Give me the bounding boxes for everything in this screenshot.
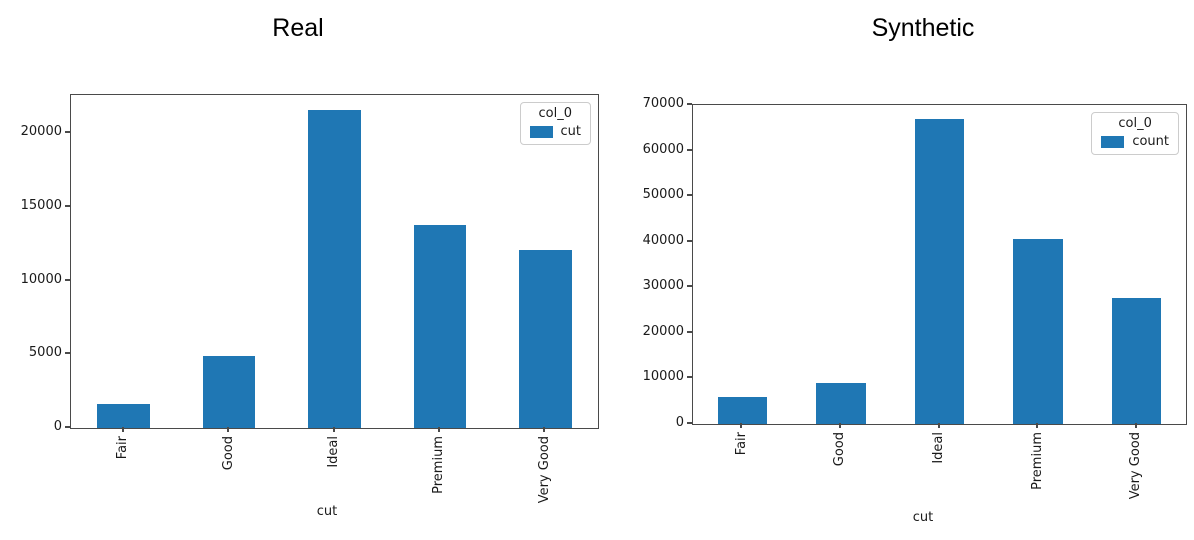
- y-tick-label: 70000: [642, 96, 684, 111]
- y-tick-label: 10000: [642, 369, 684, 385]
- bar-very-good: [1112, 297, 1162, 424]
- y-tick-mark: [687, 103, 692, 105]
- plot-area-real: col_0 cut: [70, 94, 599, 429]
- bar-premium: [1013, 239, 1063, 424]
- legend-entry: cut: [529, 124, 581, 139]
- y-tick-mark: [687, 148, 692, 151]
- y-tick-mark: [65, 278, 70, 281]
- bar-good: [202, 355, 256, 428]
- legend-label: count: [1132, 134, 1169, 149]
- chart-title-synthetic: Synthetic: [871, 14, 975, 42]
- bar-very-good: [518, 249, 572, 428]
- bar-ideal: [914, 118, 965, 424]
- x-tick-mark: [332, 427, 335, 432]
- x-axis-label-synthetic: cut: [912, 510, 934, 525]
- y-tick-label: 0: [675, 415, 684, 430]
- bar-premium: [413, 224, 467, 428]
- y-tick-mark: [65, 204, 70, 207]
- y-tick-label: 20000: [642, 323, 684, 339]
- y-tick-mark: [687, 330, 692, 333]
- y-tick-label: 10000: [20, 271, 62, 287]
- x-tick-mark: [121, 427, 124, 432]
- x-tick-mark: [740, 423, 743, 428]
- bar-fair: [97, 404, 151, 428]
- plot-area-synthetic: col_0 count: [692, 104, 1187, 425]
- x-tick-mark: [227, 427, 230, 432]
- y-tick-label: 15000: [20, 197, 62, 213]
- y-tick-mark: [687, 194, 692, 197]
- x-tick-mark: [838, 423, 841, 428]
- y-tick-mark: [687, 422, 692, 424]
- y-tick-mark: [687, 376, 692, 379]
- y-tick-label: 50000: [642, 187, 684, 203]
- legend-title: col_0: [1118, 116, 1152, 131]
- y-tick-mark: [65, 426, 70, 428]
- y-tick-label: 40000: [642, 232, 684, 248]
- y-tick-mark: [687, 285, 692, 288]
- y-tick-mark: [65, 131, 70, 134]
- bar-fair: [717, 396, 767, 424]
- legend-title: col_0: [538, 106, 572, 121]
- y-tick-label: 5000: [28, 345, 62, 361]
- legend-swatch-icon: [1101, 135, 1125, 148]
- y-tick-label: 60000: [642, 141, 684, 157]
- fig-real: Real col_0 cut 0 5000 10000 15000 20000 Fair…: [20, 14, 599, 519]
- x-tick-mark: [543, 427, 546, 432]
- chart-title-real: Real: [272, 14, 324, 42]
- legend-real: col_0 cut: [519, 102, 591, 145]
- x-tick-mark: [1134, 423, 1137, 428]
- legend-swatch-icon: [529, 125, 553, 138]
- y-tick-label: 20000: [20, 124, 62, 140]
- bar-good: [816, 383, 866, 424]
- y-tick-label: 30000: [642, 278, 684, 294]
- y-tick-mark: [65, 352, 70, 355]
- x-tick-mark: [937, 423, 940, 428]
- bar-ideal: [308, 109, 361, 428]
- legend-label: cut: [560, 124, 581, 139]
- x-tick-mark: [1036, 423, 1039, 428]
- x-tick-mark: [437, 427, 440, 432]
- y-tick-mark: [687, 239, 692, 242]
- y-tick-label: 0: [53, 419, 62, 434]
- fig-synthetic: Synthetic col_0 count 0 10000 20000 30000 40…: [600, 0, 1194, 540]
- x-axis-label-real: cut: [316, 504, 338, 519]
- legend-entry: count: [1101, 134, 1169, 149]
- legend-synthetic: col_0 count: [1091, 112, 1179, 155]
